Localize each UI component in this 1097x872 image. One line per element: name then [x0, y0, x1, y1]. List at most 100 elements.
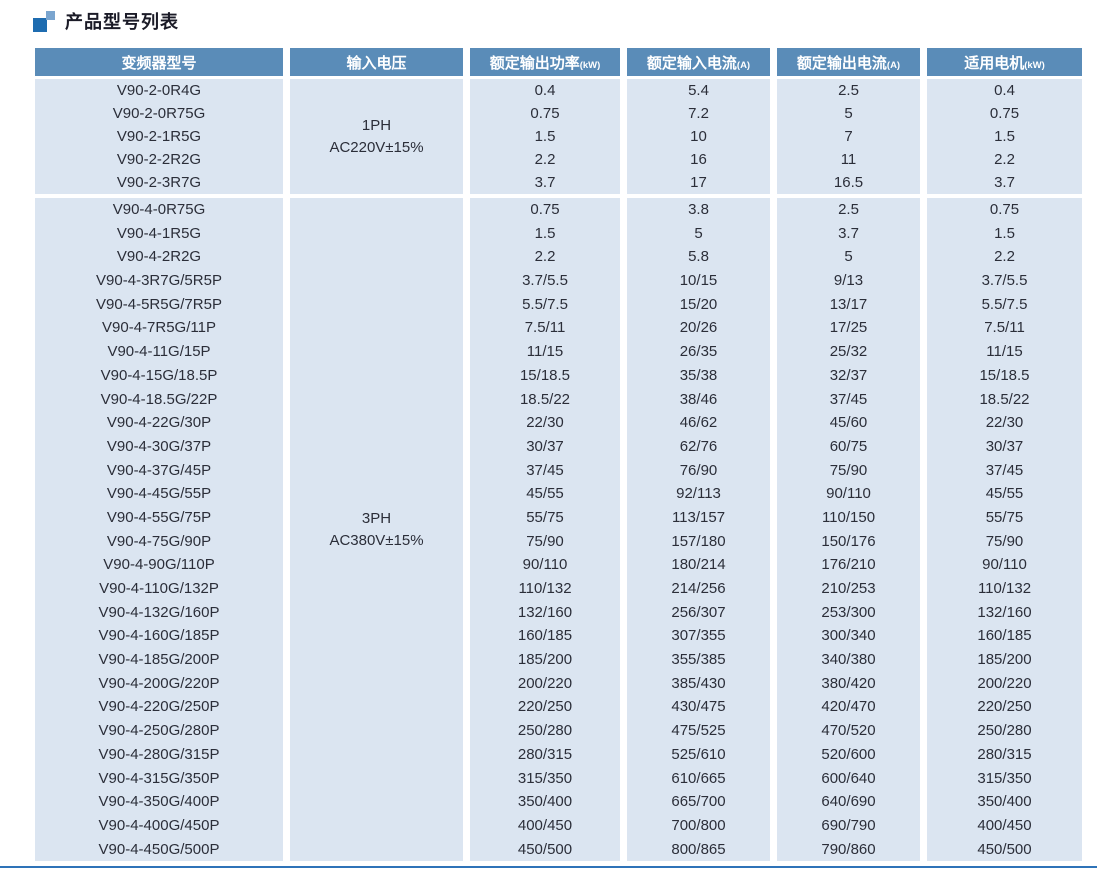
table-cell-value: 200/220 — [977, 674, 1032, 692]
table-cell-value: 11/15 — [526, 343, 564, 361]
header-label: 输入电压 — [346, 54, 407, 72]
table-cell-value: 17/25 — [829, 319, 868, 337]
table-cell-value: 0.75 — [989, 201, 1020, 218]
table-cell-value: 690/790 — [821, 816, 876, 834]
table-cell-value: 420/470 — [821, 698, 876, 716]
table-cell-value: 1.5 — [994, 128, 1015, 145]
header-unit: (kW) — [1024, 59, 1045, 71]
header-label: 额定输出电流 — [796, 54, 887, 72]
table-cell-value: 7.5/11 — [984, 319, 1025, 337]
table-header-row: 变频器型号 输入电压 额定输出功率 (kW) 额定输入电流 (A) 额定输出电流 (A… — [35, 48, 1082, 76]
table-cell-value: V90-4-1R5G — [116, 224, 202, 242]
table-cell-value: 16 — [690, 151, 707, 168]
table-cell-value: 5.8 — [688, 248, 709, 266]
table-cell-value: V90-2-3R7G — [116, 174, 202, 191]
table-cell-value: 253/300 — [821, 603, 876, 621]
table-cell-value: 62/76 — [679, 437, 718, 455]
table-cell-value: 380/420 — [821, 674, 876, 692]
column-output-current: 2.5 3.7 5 9/13 13/17 17/25 25/32 32/37 37/45 45/6… — [777, 198, 920, 862]
table-cell-value: 220/250 — [517, 698, 573, 716]
table-cell-value: 30/37 — [985, 437, 1024, 455]
table-cell-value: 520/600 — [821, 745, 876, 763]
table-cell-value: 45/55 — [526, 485, 564, 503]
table-cell-value: V90-4-55G/75P — [106, 508, 212, 526]
table-cell-value: 307/355 — [671, 627, 726, 645]
table-cell-value: 2.5 — [838, 201, 859, 218]
table-cell-value: V90-4-280G/315P — [98, 745, 220, 763]
table-cell-value: 15/20 — [679, 295, 718, 313]
table-cell-value: 110/132 — [518, 580, 572, 597]
table-cell-value: 55/75 — [985, 508, 1024, 526]
table-cell-value: 315/350 — [977, 769, 1032, 787]
table-cell-value: 800/865 — [671, 840, 726, 858]
header-label: 额定输入电流 — [646, 54, 737, 72]
page-header: 产品型号列表 — [33, 8, 179, 34]
table-cell-value: 185/200 — [517, 651, 573, 669]
table-cell-value: 5 — [844, 105, 853, 122]
header-rated-output-power: 额定输出功率 (kW) — [470, 48, 620, 76]
table-cell-value: 1.5 — [994, 224, 1015, 242]
table-cell-value: 76/90 — [679, 461, 718, 479]
table-cell-value: 250/280 — [517, 722, 573, 740]
table-cell-value: 400/450 — [977, 816, 1032, 834]
table-cell-value: V90-4-450G/500P — [98, 840, 220, 858]
table-cell-value: 9/13 — [833, 272, 864, 290]
table-cell-value: 2.2 — [994, 248, 1015, 266]
table-cell-value: 5.5/7.5 — [522, 295, 568, 313]
table-cell-value: V90-2-2R2G — [116, 151, 202, 168]
table-cell-value: 160/185 — [977, 627, 1032, 645]
table-cell-value: 17 — [690, 174, 707, 191]
table-cell-value: 30/37 — [526, 437, 564, 455]
table-cell-value: 38/46 — [679, 390, 718, 408]
table-cell-value: 640/690 — [821, 793, 876, 811]
table-cell-value: 132/160 — [977, 603, 1032, 621]
table-cell-value: 350/400 — [517, 793, 573, 811]
table-cell-value: 470/520 — [821, 722, 876, 740]
table-cell-value: 55/75 — [526, 508, 564, 526]
table-cell-value: 185/200 — [977, 651, 1032, 669]
table-cell-value: 0.75 — [530, 201, 560, 218]
voltage-value: AC380V±15% — [329, 531, 424, 549]
column-motor: 0.75 1.5 2.2 3.7/5.5 5.5/7.5 7.5/11 11/15 15/18… — [927, 198, 1082, 862]
table-cell-value: V90-4-185G/200P — [98, 651, 220, 669]
page-title: 产品型号列表 — [65, 12, 179, 32]
table-cell-value: 450/500 — [517, 840, 573, 858]
table-cell-value: V90-4-22G/30P — [106, 414, 212, 432]
table-cell-value: 15/18.5 — [519, 366, 571, 384]
voltage-phase: 3PH — [361, 509, 392, 527]
table-cell-value: V90-4-400G/450P — [98, 816, 220, 834]
table-cell-value: 256/307 — [671, 603, 726, 621]
table-cell-value: 10/15 — [679, 272, 718, 290]
table-cell-value: 3.7/5.5 — [522, 272, 568, 290]
table-cell-value: 7.2 — [688, 105, 709, 122]
table-cell-value: 37/45 — [985, 461, 1024, 479]
table-cell-value: V90-2-0R4G — [116, 82, 202, 99]
table-cell-value: 355/385 — [671, 651, 726, 669]
header-unit: (A) — [736, 59, 751, 71]
table-cell-value: 25/32 — [829, 343, 868, 361]
table-cell-value: 1.5 — [534, 128, 556, 145]
product-model-table: 变频器型号 输入电压 额定输出功率 (kW) 额定输入电流 (A) 额定输出电流 (A… — [35, 48, 1082, 862]
table-cell-value: 32/37 — [829, 366, 868, 384]
table-cell-value: 315/350 — [517, 769, 573, 787]
table-cell-value: V90-4-37G/45P — [106, 461, 212, 479]
table-cell-value: V90-4-0R75G — [112, 201, 206, 218]
table-cell-value: V90-4-90G/110P — [103, 556, 215, 574]
table-cell-value: 475/525 — [671, 722, 726, 740]
table-cell-value: 45/55 — [985, 485, 1024, 503]
table-cell-value: 430/475 — [671, 698, 726, 716]
column-motor: 0.4 0.75 1.5 2.2 3.7 — [927, 79, 1082, 194]
table-cell-value: 22/30 — [985, 414, 1024, 432]
table-cell-value: 90/110 — [522, 556, 568, 574]
table-cell-value: 15/18.5 — [979, 366, 1030, 384]
table-cell-value: 2.2 — [534, 248, 556, 266]
table-cell-value: 385/430 — [671, 674, 726, 692]
table-cell-value: V90-4-315G/350P — [98, 769, 220, 787]
column-output-power: 0.4 0.75 1.5 2.2 3.7 — [470, 79, 620, 194]
table-cell-value: 450/500 — [977, 840, 1032, 858]
table-cell-value: 0.75 — [530, 105, 560, 122]
table-cell-value: 3.7 — [838, 224, 859, 242]
table-cell-value: V90-4-250G/280P — [98, 722, 220, 740]
table-cell-value: V90-4-2R2G — [116, 248, 202, 266]
table-cell-value: 157/180 — [671, 532, 726, 550]
